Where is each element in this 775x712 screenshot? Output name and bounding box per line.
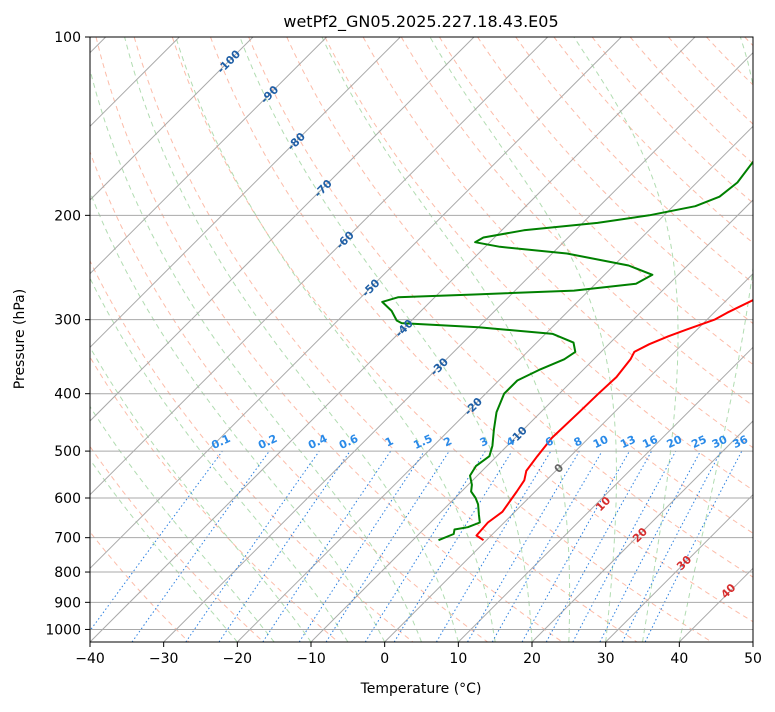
chart-title: wetPf2_GN05.2025.227.18.43.E05 bbox=[283, 12, 558, 32]
y-tick-label: 1000 bbox=[45, 622, 81, 638]
y-tick-label: 800 bbox=[54, 565, 81, 581]
x-tick-label: 20 bbox=[523, 651, 541, 667]
x-tick-label: 40 bbox=[670, 651, 688, 667]
y-tick-label: 900 bbox=[54, 595, 81, 611]
x-tick-label: −40 bbox=[75, 651, 105, 667]
y-tick-label: 700 bbox=[54, 531, 81, 547]
y-tick-label: 300 bbox=[54, 313, 81, 329]
y-tick-label: 200 bbox=[54, 208, 81, 224]
y-axis-label: Pressure (hPa) bbox=[12, 289, 28, 389]
x-tick-label: 10 bbox=[449, 651, 467, 667]
x-axis-label: Temperature (°C) bbox=[360, 681, 482, 697]
x-tick-label: 30 bbox=[597, 651, 615, 667]
x-tick-label: −10 bbox=[296, 651, 326, 667]
plot-background bbox=[90, 37, 753, 642]
isotherm bbox=[753, 37, 775, 642]
x-tick-label: −20 bbox=[223, 651, 253, 667]
x-tick-label: −30 bbox=[149, 651, 179, 667]
y-tick-label: 500 bbox=[54, 444, 81, 460]
y-tick-label: 100 bbox=[54, 30, 81, 46]
y-tick-label: 600 bbox=[54, 491, 81, 507]
x-tick-label: 50 bbox=[744, 651, 762, 667]
x-tick-label: 0 bbox=[380, 651, 389, 667]
y-tick-label: 400 bbox=[54, 387, 81, 403]
